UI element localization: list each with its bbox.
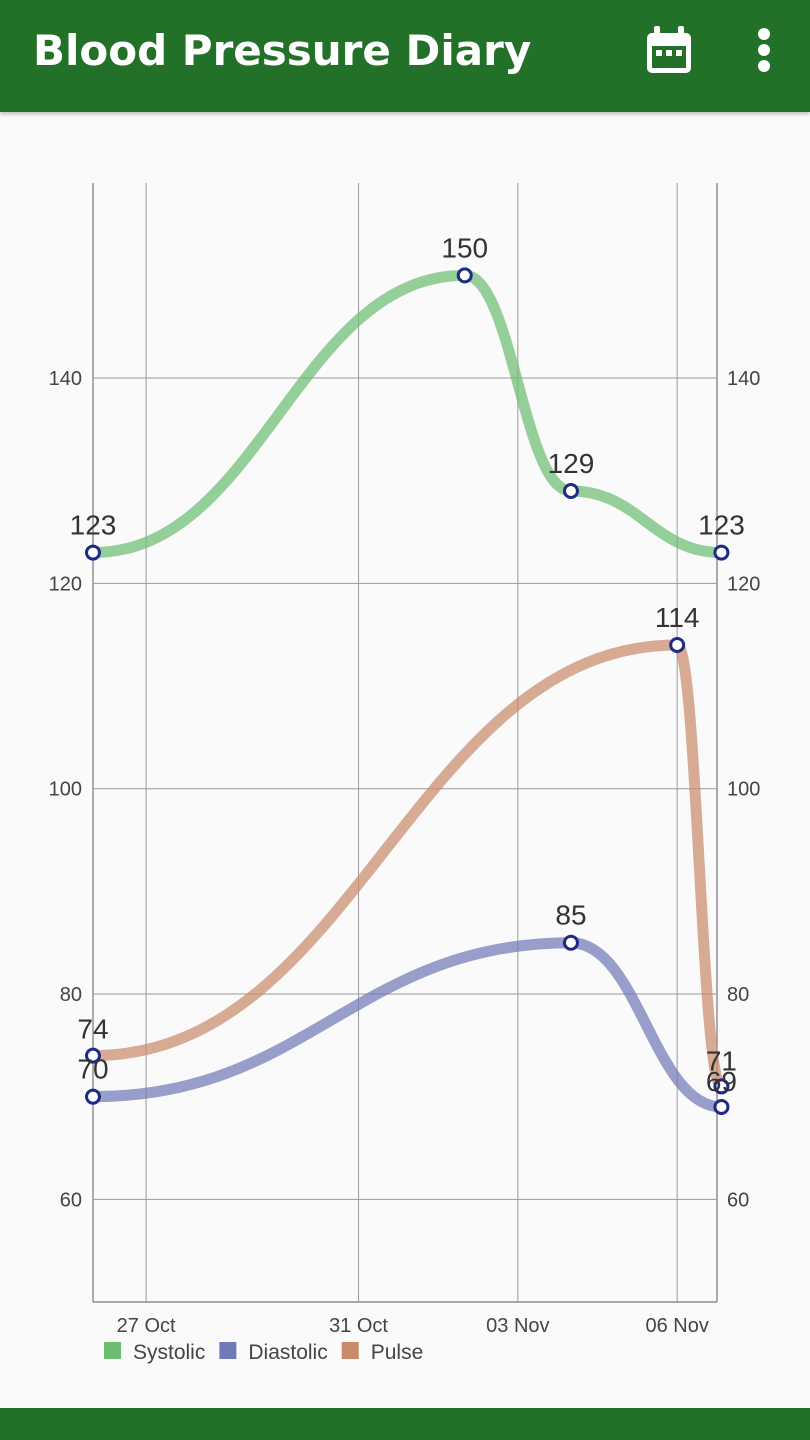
legend-swatch <box>104 1342 121 1359</box>
app-bar: Blood Pressure Diary <box>0 0 810 112</box>
bp-chart: 60 60 80 80 100 100 120 120 140 140 27 Oct 31 Oct 03… <box>49 183 760 1364</box>
y-tick-label-right: 80 <box>727 984 749 1006</box>
y-tick-label-right: 120 <box>727 573 760 595</box>
systolic-point <box>562 482 579 499</box>
legend-swatch <box>341 1342 359 1359</box>
y-tick-label-right: 140 <box>727 368 760 390</box>
x-tick-label: 27 Oct <box>117 1315 176 1337</box>
systolic-point <box>456 267 473 284</box>
x-tick-label: 06 Nov <box>645 1315 708 1337</box>
pulse-data-label: 71 <box>706 1045 737 1076</box>
systolic-data-label: 129 <box>548 448 595 479</box>
more-vert-icon[interactable] <box>744 24 784 80</box>
pulse-data-label: 114 <box>655 602 700 633</box>
y-tick-label-right: 60 <box>727 1189 749 1211</box>
pulse-point <box>669 636 686 653</box>
x-tick-label: 03 Nov <box>486 1315 549 1337</box>
systolic-data-label: 150 <box>441 232 488 263</box>
pulse-point <box>713 1078 730 1095</box>
y-tick-label-left: 100 <box>49 779 82 801</box>
calendar-icon[interactable] <box>640 22 698 80</box>
y-tick-label-left: 60 <box>60 1189 82 1211</box>
diastolic-data-label: 69 <box>706 1066 737 1097</box>
systolic-point <box>85 544 101 561</box>
diastolic-data-label: 85 <box>555 900 586 931</box>
pulse-point <box>85 1047 101 1064</box>
y-tick-label-left: 120 <box>49 573 82 595</box>
bottom-bar <box>0 1408 810 1440</box>
systolic-point <box>713 544 730 561</box>
systolic-data-label: 123 <box>70 510 117 541</box>
diastolic-point <box>85 1088 101 1105</box>
app-title: Blood Pressure Diary <box>33 26 532 75</box>
legend-item-pulse: Pulse <box>371 1341 424 1364</box>
diastolic-point <box>562 934 579 951</box>
systolic-data-label: 123 <box>698 510 745 541</box>
legend-item-systolic: Systolic <box>133 1341 205 1364</box>
diastolic-point <box>713 1098 730 1115</box>
x-tick-label: 31 Oct <box>329 1315 388 1337</box>
pulse-line <box>87 639 727 1092</box>
y-tick-label-left: 80 <box>60 984 82 1006</box>
systolic-line <box>87 269 727 559</box>
y-tick-label-left: 140 <box>49 368 82 390</box>
legend-swatch <box>219 1342 237 1359</box>
diastolic-line <box>87 937 727 1113</box>
diastolic-data-label: 70 <box>77 1054 108 1085</box>
pulse-data-label: 74 <box>77 1014 108 1045</box>
y-tick-label-right: 100 <box>727 779 760 801</box>
legend-item-diastolic: Diastolic <box>248 1341 327 1364</box>
